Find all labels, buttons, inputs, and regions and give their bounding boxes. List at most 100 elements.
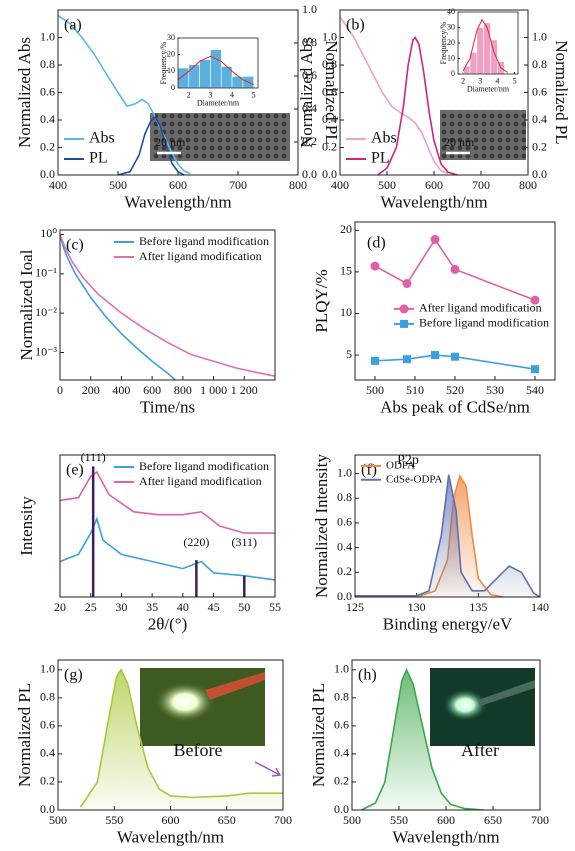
x-tick-label: 500 [378,178,396,192]
x-tick-label: 0 [57,383,63,397]
line [339,16,449,175]
photo-object [205,672,265,700]
marker [531,365,539,374]
plot-frame [354,221,556,381]
line [57,14,191,175]
y-axis-label: Frequency/% [159,41,168,84]
y-tick-label: 0.6 [337,515,352,529]
x-tick-label: 650 [218,813,236,827]
annotation: After [461,740,499,760]
x-axis-label: Wavelength/nm [124,192,231,211]
area [416,475,503,597]
y-tick-label: 30 [167,33,175,42]
plot-frame [457,11,519,75]
y-tick-label: 0.6 [334,718,349,732]
x-tick-label: 500 [109,178,127,192]
y-tick-label: 10⁻³ [35,344,57,358]
x-tick-label: 400 [112,383,130,397]
y-tick-label: 0.8 [40,57,55,71]
y-axis-label: Normalized PL [15,683,34,787]
y-tick-label: 0.4 [40,746,55,760]
y-tick-label: 0.0 [40,802,55,816]
y2-tick-label: 0.8 [302,35,317,49]
x-tick-label: 5 [513,76,517,85]
line [59,234,276,377]
y-tick-label: 1.0 [40,662,55,676]
x-tick-label: 550 [390,813,408,827]
x-tick-label: 540 [526,383,544,397]
panel-label: (g) [64,667,83,684]
fit-line [462,18,508,73]
peak-label: (311) [232,535,258,549]
y-tick-label: 10 [340,305,352,319]
x-tick-label: 130 [408,600,426,614]
legend-marker [399,304,409,314]
marker [530,295,540,305]
x-tick-label: 510 [406,383,424,397]
x-tick-label: 400 [331,178,349,192]
legend: Abs PL [346,130,397,167]
plot-frame [57,9,299,176]
panel-label: (d) [367,235,386,252]
x-tick-label: 600 [425,178,443,192]
x-tick-label: 50 [238,600,250,614]
y-axis-label: Normalized Abs [297,37,316,148]
x-tick-label: 650 [484,813,502,827]
y-tick-label: 0.0 [40,167,55,181]
x-tick-label: 1 000 [200,383,227,397]
y-axis-label: Normalized Ioal [17,249,36,360]
x-tick-label: 600 [162,813,180,827]
panel-label: (c) [66,237,84,254]
y-tick-label: 10 [167,66,175,75]
y-tick-label: 0.2 [322,139,337,153]
photo-glow [443,689,487,721]
y-tick-label: 0.4 [337,539,352,553]
y-tick-label: 0.0 [337,589,352,603]
marker [450,264,460,274]
x-tick-label: 125 [346,600,364,614]
x-tick-label: 500 [49,813,67,827]
y-tick-label: 0.2 [337,564,352,578]
y-tick-label: 0.4 [40,112,55,126]
y-tick-label: 10⁻² [35,305,57,319]
x-tick-label: 520 [446,383,464,397]
y-tick-label: 0 [171,83,175,92]
legend-label: After ligand modification [139,249,262,263]
panel-label: (h) [358,667,377,684]
x-tick-label: 800 [519,178,537,192]
y2-tick-label: 0.6 [532,84,547,98]
y-tick-label: 0.2 [334,774,349,788]
arrow [254,761,282,777]
annotation: P2p [397,453,419,468]
x-tick-label: 500 [366,383,384,397]
tem-image [440,110,526,160]
line [361,667,484,811]
x-axis-label: Diameter/nm [467,84,510,93]
x-tick-label: 4 [230,90,234,99]
legend-label: After ligand modification [139,474,262,488]
plot-frame [354,454,541,598]
x-axis-label: Diameter/nm [197,98,240,107]
x-tick-label: 4 [495,76,499,85]
y-tick-label: 0.8 [40,690,55,704]
y-tick-label: 40 [447,7,455,16]
line [355,474,541,598]
y-tick-label: 0.0 [322,167,337,181]
x-tick-label: 600 [437,813,455,827]
x-axis-label: Wavelength/nm [380,192,487,211]
legend-label: Before ligand modification [419,316,549,330]
histogram-bar [476,27,485,75]
x-tick-label: 3 [478,76,482,85]
x-tick-label: 500 [343,813,361,827]
marker [402,279,412,289]
legend-label: ODPA [386,460,415,472]
x-axis-label: Binding energy/eV [383,614,513,633]
x-tick-label: 35 [146,600,158,614]
y-axis-label: Normalized PL [309,683,328,787]
y2-tick-label: 0.4 [302,101,317,115]
y-tick-label: 0.2 [40,774,55,788]
legend-label: After ligand modification [419,301,542,315]
y-axis-label: Frequency/% [439,21,448,64]
